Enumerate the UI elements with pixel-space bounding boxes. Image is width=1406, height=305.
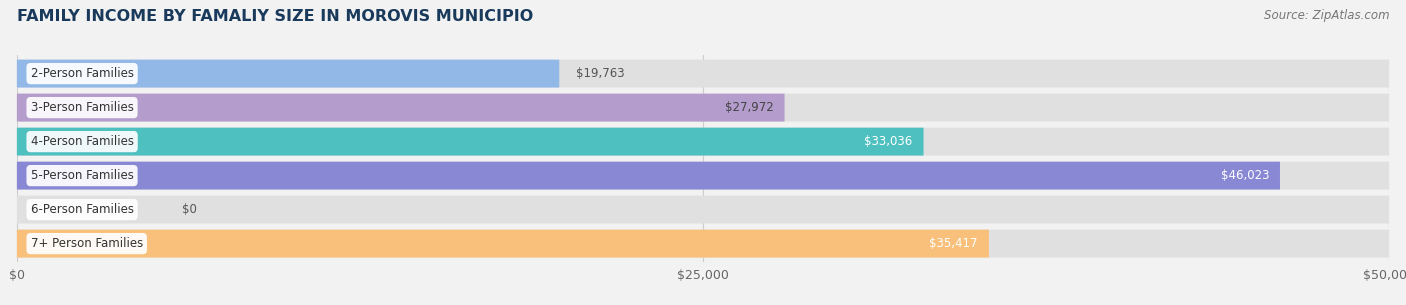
Text: FAMILY INCOME BY FAMALIY SIZE IN MOROVIS MUNICIPIO: FAMILY INCOME BY FAMALIY SIZE IN MOROVIS…	[17, 9, 533, 24]
Text: $27,972: $27,972	[725, 101, 773, 114]
FancyBboxPatch shape	[17, 60, 1389, 88]
Text: $33,036: $33,036	[865, 135, 912, 148]
Text: 5-Person Families: 5-Person Families	[31, 169, 134, 182]
Text: $35,417: $35,417	[929, 237, 979, 250]
Text: $19,763: $19,763	[575, 67, 624, 80]
Text: $0: $0	[181, 203, 197, 216]
FancyBboxPatch shape	[17, 162, 1279, 189]
FancyBboxPatch shape	[17, 196, 1389, 224]
Text: 4-Person Families: 4-Person Families	[31, 135, 134, 148]
Text: Source: ZipAtlas.com: Source: ZipAtlas.com	[1264, 9, 1389, 22]
Text: 7+ Person Families: 7+ Person Families	[31, 237, 143, 250]
Text: 3-Person Families: 3-Person Families	[31, 101, 134, 114]
FancyBboxPatch shape	[17, 230, 1389, 257]
Text: $46,023: $46,023	[1220, 169, 1270, 182]
FancyBboxPatch shape	[17, 162, 1389, 189]
FancyBboxPatch shape	[17, 60, 560, 88]
FancyBboxPatch shape	[17, 94, 1389, 121]
FancyBboxPatch shape	[17, 94, 785, 121]
FancyBboxPatch shape	[17, 230, 988, 257]
FancyBboxPatch shape	[17, 128, 1389, 156]
Text: 2-Person Families: 2-Person Families	[31, 67, 134, 80]
FancyBboxPatch shape	[17, 128, 924, 156]
Text: 6-Person Families: 6-Person Families	[31, 203, 134, 216]
